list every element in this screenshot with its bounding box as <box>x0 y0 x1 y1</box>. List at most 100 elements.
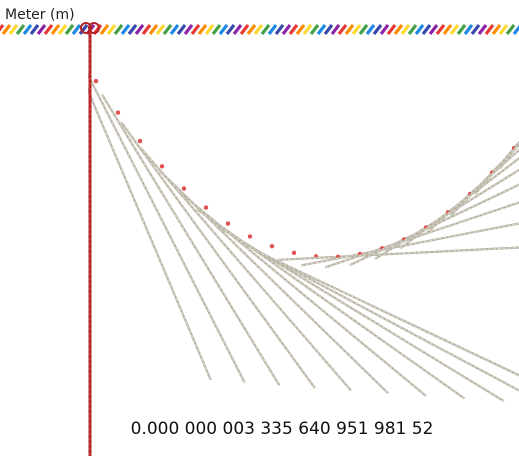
rope-strand <box>302 24 313 35</box>
string-texture <box>499 142 519 169</box>
rope-strand <box>162 24 173 35</box>
string-texture <box>88 89 212 381</box>
tangent-mark <box>181 186 187 191</box>
rope-strand <box>148 24 159 35</box>
string <box>120 121 316 389</box>
rope-strand <box>71 24 82 35</box>
rope-strand <box>463 24 474 35</box>
rope-strand <box>372 24 383 35</box>
rope-strand <box>43 24 54 35</box>
tangent-mark <box>159 164 165 169</box>
string-texture <box>101 94 280 386</box>
tangent-mark <box>291 250 297 256</box>
string-texture <box>235 238 519 391</box>
rope-strand <box>176 24 187 35</box>
rope-strand <box>246 24 257 35</box>
rope-strand <box>218 24 229 35</box>
tangent-mark <box>93 78 99 84</box>
rope-strand <box>316 24 327 35</box>
string-texture <box>324 202 519 268</box>
rope-strand <box>309 24 320 35</box>
rope-strand <box>1 24 12 35</box>
knot <box>80 22 92 34</box>
rope-strand <box>253 24 264 35</box>
rope-strand <box>393 24 404 35</box>
axis-label: Meter (m) <box>5 7 75 23</box>
rope-strand <box>232 24 243 35</box>
rope-strand <box>498 24 509 35</box>
string-texture <box>88 74 246 383</box>
tangent-mark <box>225 221 231 226</box>
rope-strand <box>204 24 215 35</box>
rope-strand <box>225 24 236 35</box>
rope-strand <box>169 24 180 35</box>
rope-strand <box>57 24 68 35</box>
rope-strand <box>477 24 488 35</box>
rope-strand <box>267 24 278 35</box>
rope-strand <box>414 24 425 35</box>
rope-strand <box>197 24 208 35</box>
tangent-mark <box>269 243 275 249</box>
rope-strand <box>274 24 285 35</box>
string-texture <box>177 190 427 397</box>
rope-strand <box>78 24 89 35</box>
value-text: 0.000 000 003 335 640 951 981 52 <box>131 419 434 439</box>
rope-strand <box>120 24 131 35</box>
rope-strand <box>456 24 467 35</box>
rope-strand <box>260 24 271 35</box>
rope-strand <box>281 24 292 35</box>
rope-strand <box>29 24 40 35</box>
rope-strand <box>36 24 47 35</box>
rope-strand <box>365 24 376 35</box>
rope-strand <box>400 24 411 35</box>
rope-strand <box>428 24 439 35</box>
rope-strand <box>50 24 61 35</box>
tangent-mark <box>137 138 143 144</box>
rope-strand <box>330 24 341 35</box>
rope-strand <box>386 24 397 35</box>
rope-strand <box>239 24 250 35</box>
rope-strand <box>127 24 138 35</box>
string-texture <box>256 250 519 376</box>
string <box>349 183 519 267</box>
string-texture <box>158 169 389 394</box>
rope-strand <box>491 24 502 35</box>
string <box>498 141 519 170</box>
string-art <box>88 72 519 403</box>
rope-strand <box>99 24 110 35</box>
rope-strand <box>22 24 33 35</box>
knot <box>88 22 100 34</box>
rope-strand <box>183 24 194 35</box>
rope-strand <box>141 24 152 35</box>
rope-strand <box>190 24 201 35</box>
string <box>374 168 519 260</box>
string-texture <box>399 157 519 249</box>
string <box>324 201 519 269</box>
string <box>300 222 519 267</box>
rope-strand <box>351 24 362 35</box>
string-texture <box>301 223 519 266</box>
rope-strand <box>0 24 5 32</box>
rope-strand <box>337 24 348 35</box>
rope-strand <box>106 24 117 35</box>
tangent-mark <box>247 234 253 239</box>
rope-strand <box>134 24 145 35</box>
rope-strand <box>435 24 446 35</box>
rope-strand <box>421 24 432 35</box>
string-texture <box>278 247 519 261</box>
rope-strand <box>288 24 299 35</box>
rope-strand <box>344 24 355 35</box>
rope-strand <box>449 24 460 35</box>
string <box>399 157 519 250</box>
rope-strand <box>505 24 516 35</box>
string-texture <box>349 184 519 266</box>
rope-strand <box>407 24 418 35</box>
rope-strand <box>15 24 26 35</box>
rope-strand <box>211 24 222 35</box>
rope-strand <box>155 24 166 35</box>
string-texture <box>374 169 519 260</box>
rope-strand <box>512 24 519 35</box>
rope-strand <box>470 24 481 35</box>
